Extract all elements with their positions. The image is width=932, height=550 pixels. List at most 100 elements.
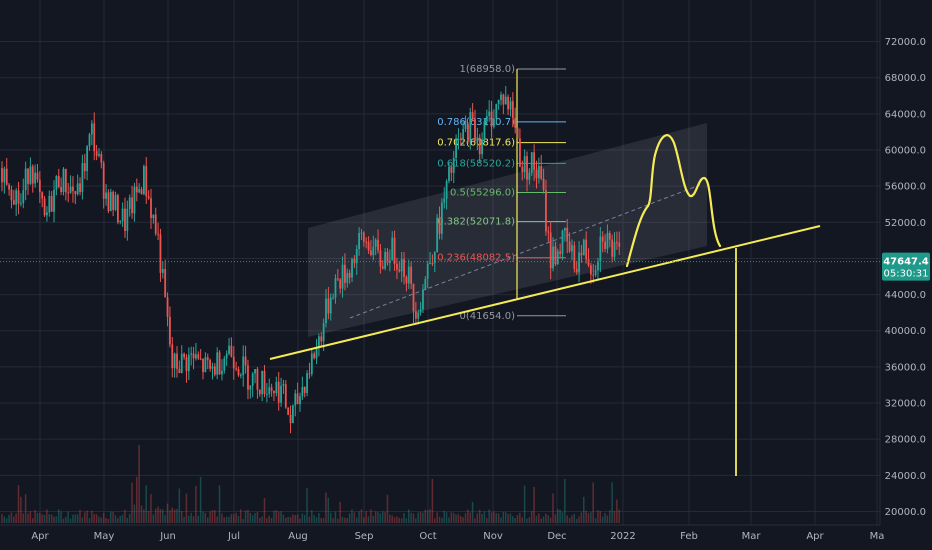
volume-bar — [322, 518, 325, 523]
volume-bar — [535, 515, 538, 523]
candle-body — [79, 183, 81, 193]
candle-body — [405, 276, 408, 284]
volume-bar — [225, 516, 228, 523]
volume-bar — [344, 517, 346, 523]
volume-bar — [606, 515, 609, 523]
candle-body — [322, 323, 325, 342]
support-trendline[interactable] — [269, 225, 821, 360]
volume-bars — [1, 445, 620, 523]
volume-bar — [185, 493, 188, 523]
volume-bar — [495, 513, 497, 523]
volume-bar — [39, 512, 41, 523]
volume-bar — [301, 513, 304, 523]
candle-body — [249, 385, 252, 390]
volume-bar — [10, 512, 13, 523]
volume-bar — [69, 518, 72, 523]
candle-body — [90, 123, 93, 135]
candle-body — [100, 154, 103, 163]
volume-bar — [13, 516, 15, 523]
volume-bar — [530, 511, 533, 523]
candle-body — [131, 197, 133, 214]
volume-bar — [289, 516, 292, 523]
grid-lines — [0, 0, 880, 525]
trend-drawings[interactable] — [269, 134, 821, 476]
volume-bar — [188, 515, 190, 523]
candle-body — [597, 261, 599, 271]
volume-bar — [384, 512, 386, 523]
volume-bar — [199, 477, 202, 523]
candle-body — [431, 262, 434, 264]
volume-bar — [512, 516, 514, 523]
volume-bar — [41, 514, 43, 523]
candle-body — [3, 168, 6, 183]
volume-bar — [50, 514, 53, 523]
volume-bar — [327, 497, 330, 523]
time-axis[interactable]: Apr May Jun Jul Aug Sep Oct Nov Dec 2022 Feb Mar Apr… — [0, 524, 884, 542]
projected-path[interactable] — [625, 134, 722, 268]
candle-body — [384, 252, 387, 269]
volume-bar — [48, 514, 50, 523]
volume-bar — [497, 513, 500, 523]
candle-body — [112, 192, 115, 210]
price-tick-label: 44000.0 — [885, 290, 926, 301]
candle-body — [230, 345, 233, 357]
volume-bar — [351, 509, 353, 523]
volume-bar — [320, 518, 322, 523]
volume-bar — [204, 512, 207, 523]
candle-body — [436, 217, 439, 252]
volume-bar — [60, 511, 62, 523]
volume-bar — [363, 517, 365, 523]
candle-body — [46, 212, 48, 216]
volume-bar — [176, 508, 178, 523]
time-tick-label: Feb — [680, 531, 698, 542]
volume-bar — [46, 509, 48, 523]
candle-body — [339, 279, 342, 289]
candle-body — [393, 237, 396, 265]
time-tick-label: Apr — [31, 531, 49, 542]
volume-bar — [575, 518, 578, 523]
candle-body — [599, 236, 602, 262]
candle-body — [370, 250, 372, 256]
candle-body — [362, 232, 365, 242]
volume-bar — [105, 517, 107, 523]
volume-bar — [197, 515, 199, 523]
volume-bar — [507, 513, 509, 523]
fib-level-label: 0.5(55296.0) — [450, 188, 515, 199]
volume-bar — [370, 509, 372, 523]
candle-body — [594, 270, 597, 276]
candle-body — [485, 116, 488, 122]
volume-bar — [419, 511, 422, 523]
volume-bar — [133, 504, 136, 523]
candle-body — [445, 181, 448, 199]
candle-body — [36, 172, 39, 180]
candle-body — [60, 187, 63, 192]
volume-bar — [443, 510, 445, 523]
candle-body — [440, 202, 443, 234]
candle-body — [471, 112, 474, 119]
volume-bar — [5, 518, 8, 523]
time-tick-label: Jul — [227, 531, 240, 542]
candle-body — [164, 269, 167, 298]
candle-body — [528, 172, 531, 180]
candle-body — [150, 198, 152, 218]
price-axis[interactable]: 72000.0 68000.0 64000.0 60000.0 56000.0 52000… — [879, 0, 926, 525]
candle-body — [462, 128, 465, 140]
candle-body — [585, 239, 588, 260]
candle-body — [225, 354, 228, 359]
candle-body — [197, 354, 200, 359]
candle-body — [244, 356, 247, 366]
candle-body — [31, 166, 34, 184]
fib-level-label: 0.702(60817.6) — [437, 138, 515, 149]
volume-bar — [445, 512, 448, 523]
candle-body — [263, 370, 266, 395]
candle-body — [265, 393, 268, 395]
volume-bar — [100, 517, 103, 523]
volume-bar — [556, 509, 559, 523]
candle-body — [552, 246, 554, 269]
volume-bar — [594, 518, 597, 523]
volume-bar — [561, 512, 564, 523]
volume-bar — [483, 511, 486, 523]
candle-body — [580, 252, 583, 256]
volume-bar — [566, 515, 568, 523]
